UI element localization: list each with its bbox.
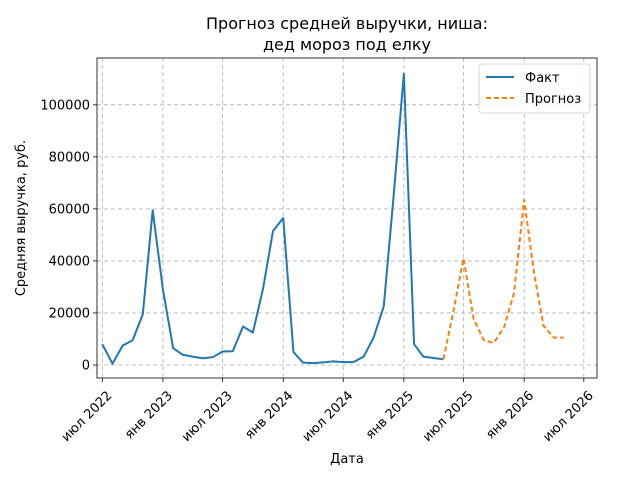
legend: Факт Прогноз [478, 63, 591, 114]
y-axis-label: Средняя выручка, руб. [14, 140, 29, 296]
legend-label-fact: Факт [525, 71, 560, 86]
plot-frame [96, 57, 598, 379]
y-tick-label: 80000 [49, 150, 90, 165]
y-tick-label: 100000 [40, 98, 90, 113]
series-forecast-line [442, 198, 564, 360]
y-tick-label: 20000 [49, 306, 90, 321]
series-layer [101, 72, 564, 365]
x-axis-label: Дата [330, 452, 364, 467]
chart-title-line-2: дед мороз под елку [263, 35, 431, 54]
series-fact-line [101, 72, 444, 365]
legend-label-forecast: Прогноз [525, 92, 581, 107]
y-tick-label: 0 [82, 358, 90, 373]
y-tick-label: 40000 [49, 254, 90, 269]
y-tick-label: 60000 [49, 202, 90, 217]
chart-title-line-1: Прогноз средней выручки, ниша: [206, 14, 488, 33]
